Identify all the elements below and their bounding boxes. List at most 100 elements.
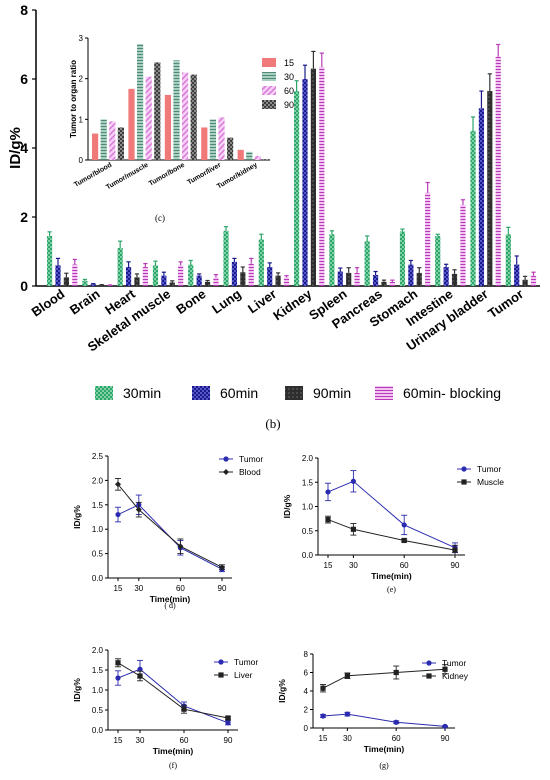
panel-caption: (f) (169, 761, 177, 770)
bar (209, 119, 216, 160)
data-point (393, 719, 399, 725)
y-tick-label: 0.0 (92, 574, 104, 583)
x-tick-label: 30 (343, 734, 352, 743)
legend-label: 30min (123, 385, 161, 401)
x-axis-title: Time(min) (150, 594, 191, 604)
y-tick-label: 8 (20, 2, 28, 18)
bar (240, 272, 246, 286)
data-point (137, 666, 143, 672)
data-point (344, 673, 350, 679)
bar (107, 285, 113, 286)
bar (364, 241, 370, 286)
y-tick-label: 3 (79, 34, 84, 43)
bar (381, 281, 387, 286)
legend-label: Tumor (442, 658, 466, 668)
tumor-blood-line-chart: 0.0 0.5 1.0 1.5 2.0 2.5 15 30 60 90 Time(min) ID/g%… (72, 452, 263, 610)
bar (117, 248, 123, 286)
bar (329, 234, 335, 286)
data-point (137, 673, 143, 679)
bar (164, 94, 171, 160)
y-tick-label: 0.5 (302, 527, 314, 536)
y-tick-label: 0 (79, 156, 84, 165)
legend-swatch (262, 100, 276, 109)
bar (178, 265, 184, 286)
data-point (393, 669, 399, 676)
data-point (135, 506, 142, 513)
bar (302, 79, 308, 286)
legend-label: 90min (313, 385, 351, 401)
bar (435, 235, 441, 286)
x-category-label: Brain (67, 286, 103, 317)
bar (319, 66, 325, 286)
bar (204, 281, 211, 286)
panel-caption: ( d) (164, 601, 176, 610)
tumor-liver-line-chart: 0.0 0.5 1.0 1.5 2.0 15 30 60 90 Time(min) ID/g% Tum… (72, 646, 258, 770)
data-point (177, 543, 184, 550)
x-tick-label: 15 (114, 584, 123, 593)
bar (275, 275, 281, 286)
data-point (181, 706, 187, 712)
bar (530, 275, 537, 286)
y-tick-label: 2.0 (92, 646, 104, 655)
bar (487, 91, 493, 286)
bar (145, 76, 152, 160)
y-tick-label: 6 (20, 71, 28, 87)
legend-swatch (262, 86, 276, 95)
legend-marker (218, 659, 224, 665)
y-tick-label: 0.5 (92, 706, 104, 715)
panel-caption: (b) (265, 416, 280, 431)
legend-marker (426, 673, 432, 679)
legend-label: Kidney (442, 671, 469, 681)
bar (231, 261, 238, 286)
data-point (115, 511, 121, 518)
x-tick-label: 90 (441, 734, 450, 743)
bar (389, 281, 395, 286)
data-point (325, 489, 331, 495)
y-tick-label: 1.0 (92, 686, 104, 695)
y-tick-label: 4 (20, 140, 28, 156)
legend-marker (223, 469, 229, 475)
y-tick-label: 1.5 (92, 501, 104, 510)
bar (246, 151, 253, 160)
data-point (401, 522, 407, 528)
data-point (320, 685, 326, 691)
series-line (327, 519, 456, 551)
data-point (225, 720, 231, 726)
data-point (350, 526, 356, 532)
x-tick-label: 30 (136, 736, 145, 745)
data-point (344, 711, 350, 717)
y-axis-title: ID/g% (282, 494, 292, 518)
bar (182, 72, 189, 160)
legend-label: Tumor (239, 454, 263, 464)
y-tick-label: 2.0 (302, 454, 314, 463)
bar (346, 272, 352, 286)
bar (128, 88, 135, 160)
bar (399, 231, 406, 286)
bar (92, 133, 99, 160)
data-point (350, 478, 356, 484)
bar (137, 44, 144, 160)
bar (223, 230, 229, 286)
legend-label: Muscle (477, 477, 504, 487)
bar (495, 56, 501, 287)
x-tick-label: 15 (324, 561, 333, 570)
x-tick-label: 30 (134, 584, 143, 593)
y-tick-label: 0 (20, 278, 28, 294)
y-axis-title: ID/g% (7, 127, 24, 169)
y-tick-label: 1 (79, 115, 84, 124)
bar (196, 275, 202, 286)
panel-caption: (c) (155, 213, 165, 223)
bar (201, 127, 208, 160)
legend-label: 15 (284, 58, 294, 68)
x-tick-label: 90 (224, 736, 233, 745)
series-line (327, 480, 456, 549)
bar (372, 274, 379, 286)
bar (99, 284, 105, 286)
bar (55, 265, 61, 286)
bar (188, 264, 194, 286)
legend-label: Tumor (234, 657, 258, 667)
y-tick-label: 8 (304, 650, 309, 659)
series-line (322, 713, 446, 727)
legend-marker (218, 672, 224, 678)
